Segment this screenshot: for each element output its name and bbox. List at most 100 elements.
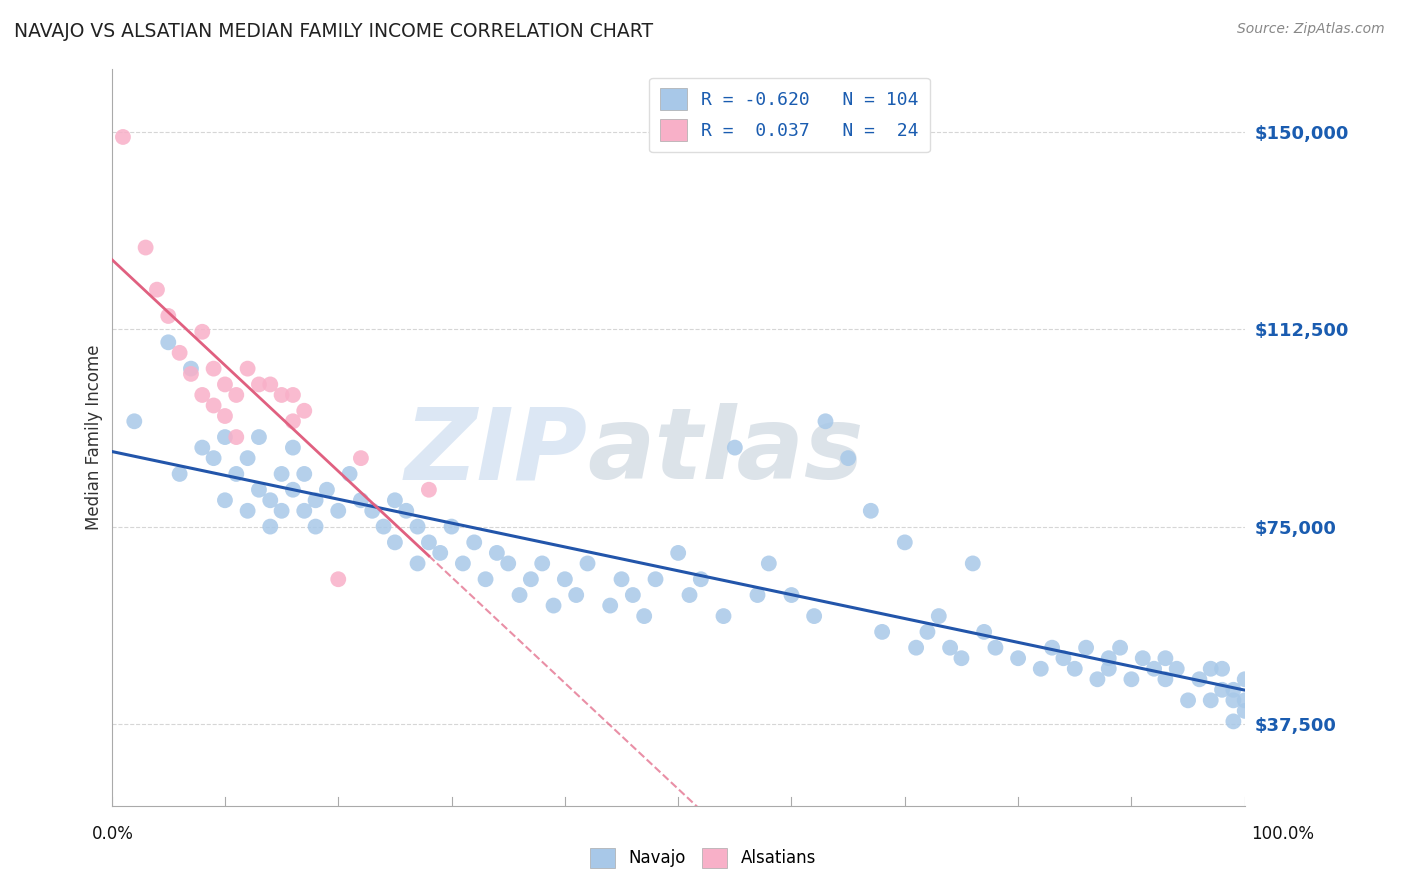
Point — [1199, 693, 1222, 707]
Point — [429, 546, 451, 560]
Point — [905, 640, 928, 655]
Point — [157, 335, 180, 350]
Point — [247, 483, 270, 497]
Point — [713, 609, 735, 624]
Point — [202, 361, 225, 376]
Point — [236, 451, 259, 466]
Point — [1222, 682, 1244, 697]
Point — [328, 572, 350, 586]
Point — [384, 535, 406, 549]
Point — [270, 467, 292, 481]
Point — [644, 572, 666, 586]
Text: Source: ZipAtlas.com: Source: ZipAtlas.com — [1237, 22, 1385, 37]
Point — [304, 519, 326, 533]
Point — [406, 557, 429, 571]
Point — [214, 409, 236, 423]
Point — [894, 535, 917, 549]
Point — [180, 361, 202, 376]
Point — [496, 557, 519, 571]
Point — [1052, 651, 1074, 665]
Point — [214, 493, 236, 508]
Text: 0.0%: 0.0% — [91, 825, 134, 843]
Point — [689, 572, 711, 586]
Point — [1040, 640, 1063, 655]
Point — [270, 388, 292, 402]
Point — [225, 430, 247, 444]
Point — [1199, 662, 1222, 676]
Point — [124, 414, 146, 428]
Point — [225, 388, 247, 402]
Point — [610, 572, 633, 586]
Point — [418, 483, 440, 497]
Point — [1222, 693, 1244, 707]
Point — [962, 557, 984, 571]
Point — [146, 283, 169, 297]
Point — [1188, 673, 1211, 687]
Point — [678, 588, 700, 602]
Point — [1222, 714, 1244, 729]
Point — [202, 399, 225, 413]
Point — [191, 441, 214, 455]
Point — [304, 493, 326, 508]
Point — [509, 588, 531, 602]
Point — [236, 504, 259, 518]
Point — [395, 504, 418, 518]
Point — [247, 377, 270, 392]
Point — [463, 535, 485, 549]
Point — [281, 441, 304, 455]
Point — [406, 519, 429, 533]
Point — [928, 609, 950, 624]
Point — [1233, 704, 1256, 718]
Point — [1063, 662, 1085, 676]
Point — [485, 546, 508, 560]
Point — [1074, 640, 1097, 655]
Point — [474, 572, 496, 586]
Point — [747, 588, 769, 602]
Point — [758, 557, 780, 571]
Point — [259, 493, 281, 508]
Point — [1087, 673, 1109, 687]
Point — [135, 241, 157, 255]
Point — [531, 557, 554, 571]
Point — [1211, 682, 1233, 697]
Point — [214, 377, 236, 392]
Text: atlas: atlas — [588, 403, 865, 500]
Text: 100.0%: 100.0% — [1251, 825, 1315, 843]
Y-axis label: Median Family Income: Median Family Income — [86, 344, 103, 530]
Point — [1109, 640, 1132, 655]
Point — [292, 403, 315, 417]
Point — [350, 493, 373, 508]
Point — [803, 609, 825, 624]
Point — [565, 588, 588, 602]
Point — [259, 519, 281, 533]
Point — [418, 535, 440, 549]
Point — [339, 467, 361, 481]
Point — [1166, 662, 1188, 676]
Point — [554, 572, 576, 586]
Point — [157, 309, 180, 323]
Legend: Navajo, Alsatians: Navajo, Alsatians — [583, 841, 823, 875]
Point — [281, 483, 304, 497]
Point — [350, 451, 373, 466]
Point — [440, 519, 463, 533]
Point — [576, 557, 599, 571]
Point — [724, 441, 747, 455]
Point — [1233, 673, 1256, 687]
Point — [1121, 673, 1143, 687]
Point — [361, 504, 384, 518]
Point — [281, 388, 304, 402]
Point — [666, 546, 689, 560]
Point — [169, 467, 191, 481]
Point — [328, 504, 350, 518]
Point — [1211, 662, 1233, 676]
Point — [384, 493, 406, 508]
Point — [1154, 673, 1177, 687]
Point — [1177, 693, 1199, 707]
Point — [236, 361, 259, 376]
Point — [191, 388, 214, 402]
Point — [259, 377, 281, 392]
Point — [1029, 662, 1052, 676]
Point — [814, 414, 837, 428]
Point — [270, 504, 292, 518]
Point — [1143, 662, 1166, 676]
